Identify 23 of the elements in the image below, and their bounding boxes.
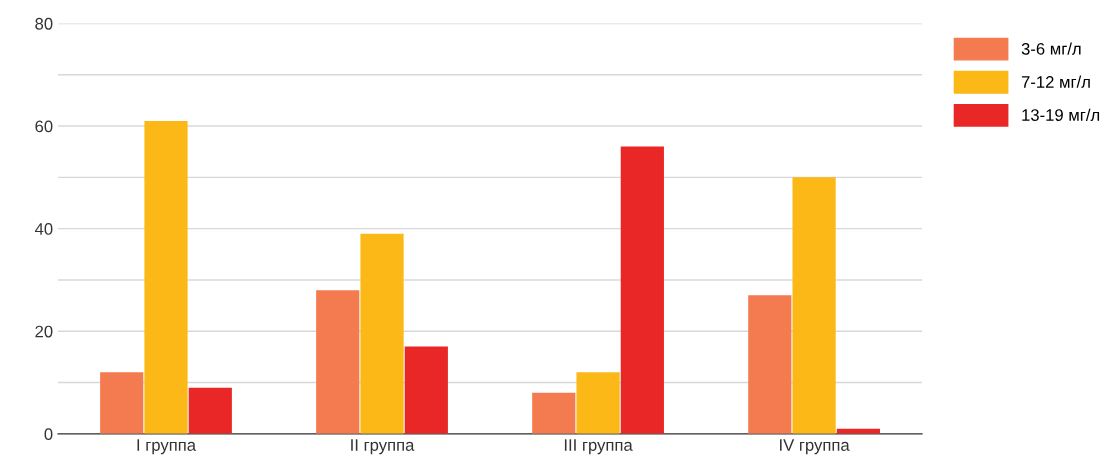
bar	[316, 290, 360, 434]
bar	[620, 146, 664, 434]
x-tick-label: III группа	[564, 439, 633, 455]
legend-label: 13-19 мг/л	[1022, 108, 1100, 121]
y-tick-label: 80	[35, 17, 53, 30]
x-tick-label: IV группа	[780, 439, 850, 455]
bar	[404, 346, 448, 434]
bar	[100, 372, 144, 434]
bar	[144, 120, 188, 434]
bar	[532, 392, 576, 434]
y-tick-label: 0	[44, 428, 53, 441]
bar	[576, 372, 620, 434]
legend-label: 7-12 мг/л	[1021, 75, 1090, 88]
x-tick-label: II группа	[351, 439, 415, 455]
bar	[792, 177, 836, 434]
bar	[188, 387, 232, 434]
bar	[360, 233, 404, 434]
y-tick-label: 20	[35, 325, 53, 338]
y-tick-label: 40	[34, 223, 53, 235]
y-tick-label: 60	[35, 120, 53, 133]
legend-label: 3-6 мг/л	[1021, 42, 1081, 55]
bar	[748, 295, 792, 434]
x-tick-label: I группа	[137, 439, 197, 455]
